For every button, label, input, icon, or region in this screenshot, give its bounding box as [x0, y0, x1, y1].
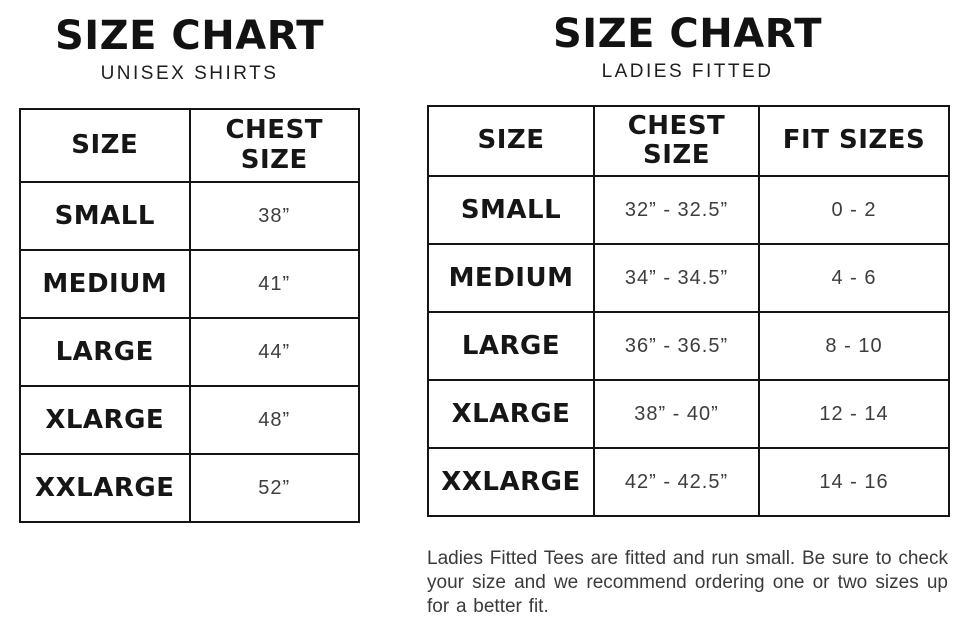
table-row: XLARGE 38” - 40” 12 - 14 — [427, 379, 950, 449]
table-row: LARGE 44” — [19, 317, 360, 387]
chest-size-column-header: CHEST SIZE — [188, 108, 360, 183]
size-cell: XLARGE — [427, 379, 595, 449]
fit-sizes-cell: 8 - 10 — [758, 311, 950, 381]
chest-size-column-header: CHEST SIZE — [593, 105, 760, 177]
fit-sizes-cell: 12 - 14 — [758, 379, 950, 449]
unisex-chart-title: SIZE CHART — [54, 13, 325, 59]
size-cell: SMALL — [19, 181, 191, 251]
chest-size-cell: 34” - 34.5” — [593, 243, 760, 313]
size-cell: MEDIUM — [427, 243, 595, 313]
chest-size-cell: 32” - 32.5” — [593, 175, 760, 245]
table-row: SMALL 38” — [19, 181, 360, 251]
table-row: XXLARGE 42” - 42.5” 14 - 16 — [427, 447, 950, 517]
ladies-fit-note: Ladies Fitted Tees are fitted and run sm… — [427, 548, 948, 617]
size-column-header: SIZE — [19, 108, 191, 183]
fit-sizes-column-header: FIT SIZES — [758, 105, 950, 177]
table-row: SMALL 32” - 32.5” 0 - 2 — [427, 175, 950, 245]
unisex-size-table: SIZE CHEST SIZE SMALL 38” MEDIUM 41” LAR… — [19, 108, 360, 523]
fit-sizes-cell: 14 - 16 — [758, 447, 950, 517]
chest-size-cell: 38” - 40” — [593, 379, 760, 449]
ladies-chart-title: SIZE CHART — [552, 11, 823, 57]
chest-size-cell: 42” - 42.5” — [593, 447, 760, 517]
size-cell: MEDIUM — [19, 249, 191, 319]
chest-size-cell: 38” — [188, 181, 360, 251]
chest-size-cell: 48” — [188, 385, 360, 455]
table-header-row: SIZE CHEST SIZE — [19, 108, 360, 183]
table-header-row: SIZE CHEST SIZE FIT SIZES — [427, 105, 950, 177]
fit-sizes-cell: 0 - 2 — [758, 175, 950, 245]
table-row: LARGE 36” - 36.5” 8 - 10 — [427, 311, 950, 381]
chest-size-cell: 52” — [188, 453, 360, 523]
ladies-size-table: SIZE CHEST SIZE FIT SIZES SMALL 32” - 32… — [427, 105, 950, 517]
chest-size-cell: 44” — [188, 317, 360, 387]
chest-size-cell: 36” - 36.5” — [593, 311, 760, 381]
unisex-chart-subtitle: UNISEX SHIRTS — [100, 63, 279, 84]
unisex-size-chart-section: SIZE CHART UNISEX SHIRTS SIZE CHEST SIZE… — [19, 14, 360, 523]
chest-size-cell: 41” — [188, 249, 360, 319]
table-row: MEDIUM 34” - 34.5” 4 - 6 — [427, 243, 950, 313]
fit-sizes-cell: 4 - 6 — [758, 243, 950, 313]
ladies-chart-subtitle: LADIES FITTED — [601, 61, 774, 82]
size-cell: SMALL — [427, 175, 595, 245]
size-cell: XLARGE — [19, 385, 191, 455]
size-cell: XXLARGE — [19, 453, 191, 523]
table-row: XXLARGE 52” — [19, 453, 360, 523]
size-cell: LARGE — [427, 311, 595, 381]
table-row: MEDIUM 41” — [19, 249, 360, 319]
table-row: XLARGE 48” — [19, 385, 360, 455]
ladies-size-chart-section: SIZE CHART LADIES FITTED SIZE CHEST SIZE… — [427, 11, 950, 619]
size-cell: XXLARGE — [427, 447, 595, 517]
size-cell: LARGE — [19, 317, 191, 387]
size-column-header: SIZE — [427, 105, 595, 177]
